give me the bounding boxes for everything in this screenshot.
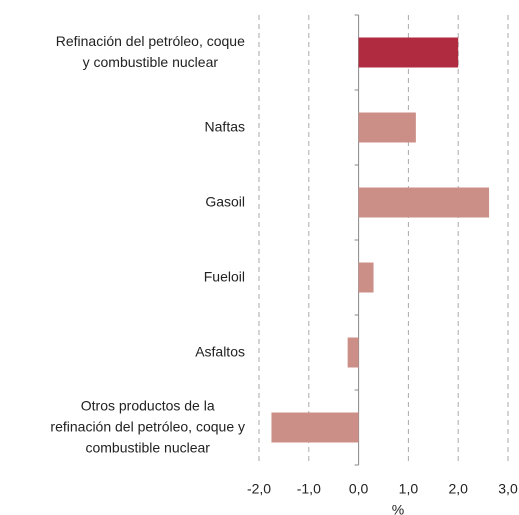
y-tick-label: Fueloil [204,268,245,284]
bar [358,37,459,68]
bar [358,112,416,143]
bar [358,187,490,218]
bar [347,337,359,368]
x-tick-label: -1,0 [297,481,321,497]
bar [358,262,374,293]
x-tick-label: -2,0 [247,481,271,497]
y-tick-label: Refinación del petróleo, coque y combusti… [56,33,245,70]
x-axis-label: % [392,502,404,515]
y-tick-label: Otros productos de la refinación del petr… [50,397,245,455]
x-tick-label: 3,0 [498,481,518,497]
y-tick-label: Gasoil [205,193,245,209]
x-tick-label: 1,0 [399,481,419,497]
x-tick-label: 0,0 [349,481,369,497]
x-tick-label: 2,0 [448,481,468,497]
bar [271,412,359,443]
y-tick-label: Asfaltos [195,343,245,359]
y-tick-label: Naftas [205,118,245,134]
